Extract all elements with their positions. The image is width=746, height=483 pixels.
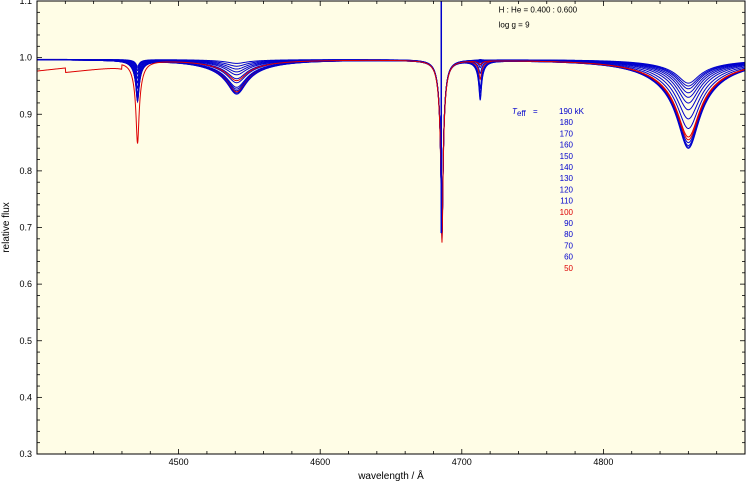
x-tick-label: 4800 (593, 457, 613, 467)
legend-entry: 100 (560, 208, 574, 217)
y-tick-label: 0.9 (19, 109, 32, 119)
x-tick-label: 4500 (169, 457, 189, 467)
legend-entry: 80 (564, 230, 573, 239)
legend-entry: 130 (560, 174, 574, 183)
legend-entry: 70 (564, 241, 573, 250)
legend-entry: 170 (560, 129, 574, 138)
legend-entry: 60 (564, 253, 573, 262)
y-tick-label: 0.4 (19, 392, 32, 402)
tick-labels: 4500 4600 4700 4800 0.3 0.4 0.5 0.6 0.7 0.8 0.9 1.0… (19, 0, 613, 467)
x-tick-label: 4700 (452, 457, 472, 467)
legend-entry: 160 (560, 141, 574, 150)
y-tick-label: 0.5 (19, 336, 32, 346)
plot-area (37, 1, 745, 454)
legend-entry: 150 (560, 152, 574, 161)
legend-entry: 110 (560, 197, 573, 206)
plot-frame (36, 0, 746, 455)
gravity-annotation: log g = 9 (499, 21, 530, 30)
legend-entry: 190 kK (559, 107, 585, 116)
legend-entry: 180 (560, 118, 574, 127)
legend-entry: 120 (560, 185, 574, 194)
x-axis-label: wavelength / Å (357, 469, 424, 482)
composition-annotation: H : He = 0.400 : 0.600 (499, 5, 578, 14)
y-tick-label: 0.7 (19, 223, 32, 233)
teff-subscript: eff (517, 109, 527, 118)
y-tick-label: 0.3 (19, 449, 32, 459)
y-tick-label: 1.1 (19, 0, 32, 6)
y-tick-label: 0.6 (19, 279, 32, 289)
x-tick-label: 4600 (310, 457, 330, 467)
y-tick-label: 1.0 (19, 53, 32, 63)
series-group (36, 1, 746, 243)
y-tick-label: 0.8 (19, 166, 32, 176)
series-line-50 (36, 59, 746, 243)
legend-entry: 50 (564, 264, 573, 273)
teff-equals: = (533, 107, 538, 116)
teff-label: T (512, 107, 518, 116)
legend-entry: 140 (560, 163, 574, 172)
legend-entry: 90 (564, 219, 573, 228)
y-axis-label: relative flux (1, 202, 12, 253)
legend: 190 kK 180 170 160 150 140 130 120 110 100 90 80 70 6… (559, 107, 585, 273)
